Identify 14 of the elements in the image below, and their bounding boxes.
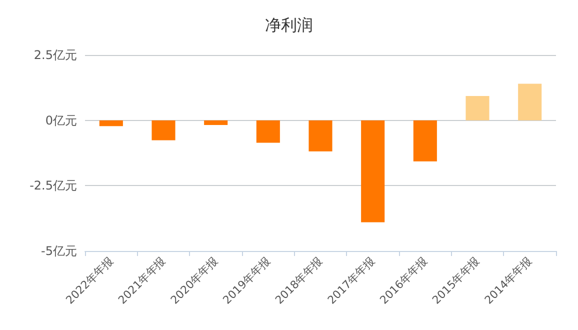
bar [518,84,542,120]
bar [308,120,332,152]
chart-title: 净利润 [265,16,313,34]
bar [256,120,280,143]
y-tick-label: 2.5亿元 [34,48,77,62]
bar [204,120,228,126]
bar [99,120,123,126]
y-tick-label: -5亿元 [41,244,77,258]
y-tick-label: -2.5亿元 [30,178,77,193]
bar [152,120,176,140]
bar [361,120,385,222]
bar [466,96,490,120]
bar [413,120,437,162]
y-tick-label: 0亿元 [45,113,77,128]
